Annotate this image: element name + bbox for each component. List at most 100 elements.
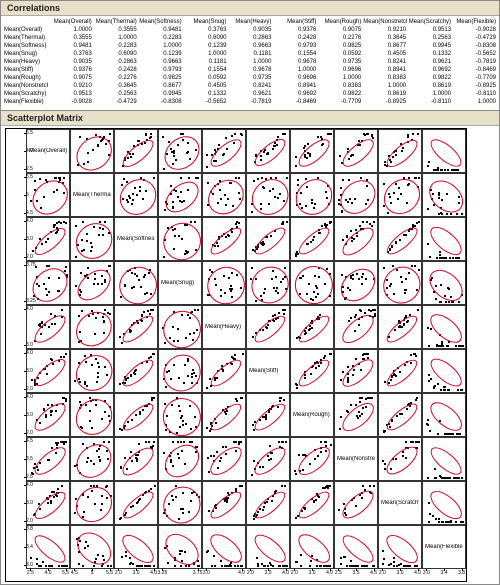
scatter-cell	[246, 437, 290, 481]
scatter-cell	[378, 349, 422, 393]
scatter-cell	[422, 481, 466, 525]
density-ellipse	[294, 135, 333, 172]
scatter-cell	[290, 261, 334, 305]
scatter-cell	[158, 525, 202, 569]
corr-col-header: Mean(Scratchy)	[407, 18, 452, 26]
density-ellipse	[205, 529, 247, 568]
variable-label: Mean(Heavy)	[205, 324, 243, 330]
density-ellipse	[251, 399, 289, 434]
scatter-cell	[114, 437, 158, 481]
density-ellipse	[377, 172, 428, 222]
corr-col-header: Mean(Nonstretchy)	[362, 18, 407, 26]
corr-row: Mean(Stiff)0.93760.24280.97930.15540.967…	[3, 66, 497, 74]
density-ellipse	[295, 487, 333, 522]
scatter-cell	[202, 261, 246, 305]
scatter-title: Scatterplot Matrix	[1, 111, 499, 126]
scatter-cell	[114, 305, 158, 349]
y-tick-label: 3.8	[26, 526, 27, 532]
density-ellipse	[31, 223, 70, 259]
scatter-cell	[422, 261, 466, 305]
scatter-cell	[378, 129, 422, 173]
density-ellipse	[112, 172, 163, 222]
density-ellipse	[112, 259, 165, 312]
y-tick-label: 4.0	[26, 482, 27, 488]
scatter-cell	[70, 129, 114, 173]
scatter-cell	[334, 173, 378, 217]
density-ellipse	[338, 222, 378, 259]
density-ellipse	[383, 399, 421, 434]
scatter-cell	[158, 173, 202, 217]
scatter-cell	[246, 481, 290, 525]
scatter-cell	[378, 437, 422, 481]
y-tick-label: 4.0	[26, 306, 27, 312]
density-ellipse	[426, 443, 466, 480]
scatter-cell	[246, 261, 290, 305]
scatter-cell	[70, 393, 114, 437]
scatter-cell	[114, 173, 158, 217]
corr-col-header: Mean(Softness)	[138, 18, 183, 26]
y-tick-label: 3.75	[26, 262, 27, 268]
scatter-diag-cell: Mean(Softness)	[114, 217, 158, 261]
y-tick-label: 4.0	[26, 218, 27, 224]
scatter-cell	[290, 173, 334, 217]
y-tick-label: 2.5	[26, 166, 27, 172]
density-ellipse	[334, 262, 381, 308]
scatter-cell	[290, 349, 334, 393]
scatter-cell	[202, 217, 246, 261]
density-ellipse	[70, 437, 119, 485]
y-tick-label: 2.0	[26, 518, 27, 524]
scatter-cell	[70, 261, 114, 305]
variable-label: Mean(Thermal)	[73, 192, 111, 198]
corr-row: Mean(Nonstretchy)0.92100.36450.86770.450…	[3, 82, 497, 90]
scatter-cell	[290, 525, 334, 569]
density-ellipse	[295, 223, 333, 258]
corr-col-header: Mean(Stiff)	[272, 18, 317, 26]
scatter-diag-cell: Mean(Nonstretc	[334, 437, 378, 481]
y-tick-label: 3.0	[26, 236, 27, 242]
scatter-cell	[158, 349, 202, 393]
density-ellipse	[119, 399, 157, 434]
y-tick-label: 2.0	[26, 386, 27, 392]
corr-row: Mean(Overall)1.00000.35550.94810.37630.9…	[3, 26, 497, 34]
density-ellipse	[31, 487, 70, 523]
variable-label: Mean(Overall)	[29, 148, 67, 154]
scatter-diag-cell: Mean(Heavy)	[202, 305, 246, 349]
y-tick-label: 2.5	[26, 474, 27, 480]
scatter-cell	[70, 305, 114, 349]
y-tick-label: 2.0	[26, 430, 27, 436]
corr-col-header: Mean(Rough)	[317, 18, 362, 26]
scatter-cell	[70, 481, 114, 525]
density-ellipse	[207, 399, 245, 434]
scatter-cell	[202, 129, 246, 173]
scatter-cell	[202, 481, 246, 525]
density-ellipse	[383, 355, 421, 390]
density-ellipse	[119, 355, 157, 390]
scatter-cell	[202, 525, 246, 569]
density-ellipse	[338, 531, 378, 568]
scatter-cell	[70, 525, 114, 569]
density-ellipse	[118, 442, 158, 479]
variable-label: Mean(Flexible)	[425, 544, 463, 550]
density-ellipse	[156, 215, 209, 268]
density-ellipse	[382, 442, 422, 480]
scatter-cell	[158, 437, 202, 481]
density-ellipse	[72, 264, 116, 307]
density-ellipse	[119, 311, 157, 346]
density-ellipse	[383, 311, 421, 347]
density-ellipse	[69, 480, 120, 530]
density-ellipse	[201, 172, 251, 221]
density-ellipse	[293, 529, 335, 568]
scatter-cell	[378, 305, 422, 349]
corr-row: Mean(Scratchy)0.95130.25630.99450.13320.…	[3, 90, 497, 98]
y-tick-label: 4.5	[26, 210, 27, 216]
y-tick-label: 4.0	[26, 148, 27, 154]
y-tick-label: 3.0	[26, 342, 27, 348]
scatter-cell	[246, 525, 290, 569]
corr-row: Mean(Thermal)0.35551.00000.22830.60900.2…	[3, 34, 497, 42]
scatter-cell	[158, 217, 202, 261]
density-ellipse	[207, 223, 245, 258]
scatter-cell	[202, 349, 246, 393]
density-ellipse	[251, 311, 289, 346]
scatter-cell	[158, 305, 202, 349]
scatter-cell	[158, 129, 202, 173]
